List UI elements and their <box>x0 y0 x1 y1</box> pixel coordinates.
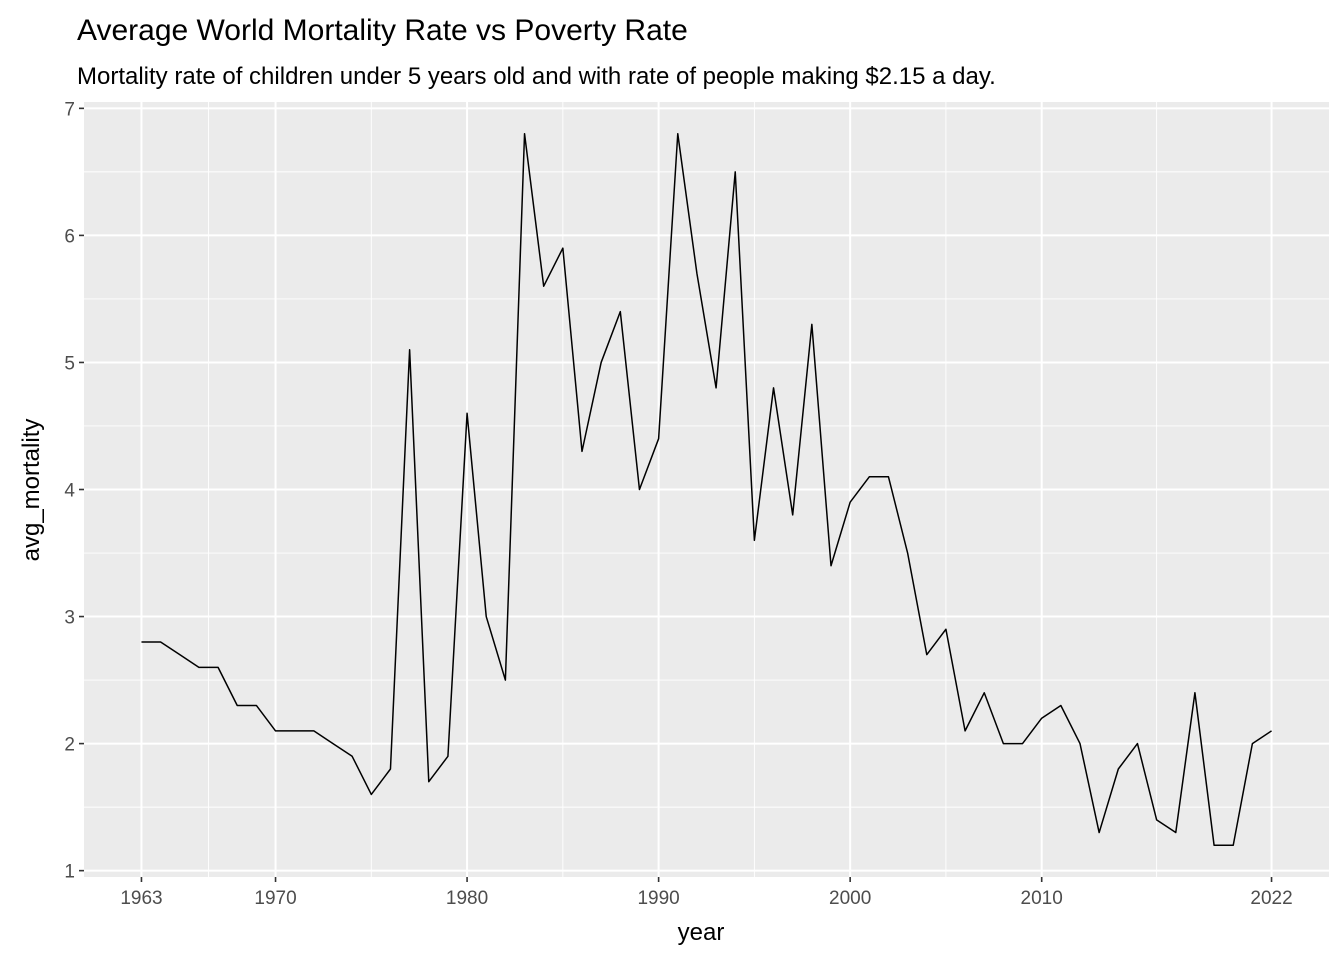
series-line-avg-mortality <box>141 133 1272 846</box>
y-tick-label: 7 <box>64 99 75 120</box>
chart-title: Average World Mortality Rate vs Poverty … <box>77 14 688 47</box>
x-tick-label: 1980 <box>446 888 488 909</box>
x-axis: 1963 1970 1980 1990 2000 2010 2022 <box>120 877 1293 909</box>
x-tick-label: 2010 <box>1021 888 1063 909</box>
y-axis: 1 2 3 4 5 6 7 <box>64 99 84 883</box>
y-axis-title: avg_mortality <box>18 419 45 562</box>
chart-subtitle: Mortality rate of children under 5 years… <box>77 63 996 90</box>
y-tick-label: 5 <box>64 353 75 374</box>
x-tick-label: 1990 <box>637 888 679 909</box>
y-tick-label: 3 <box>64 608 75 629</box>
y-tick-label: 2 <box>64 735 75 756</box>
x-tick-label: 2000 <box>829 888 871 909</box>
x-tick-label: 1970 <box>254 888 296 909</box>
y-tick-label: 6 <box>64 226 75 247</box>
x-tick-label: 1963 <box>120 888 162 909</box>
major-gridlines <box>84 102 1329 877</box>
y-tick-label: 4 <box>64 481 75 502</box>
x-axis-title: year <box>678 919 725 946</box>
x-tick-label: 2022 <box>1250 888 1292 909</box>
y-tick-label: 1 <box>64 862 75 883</box>
